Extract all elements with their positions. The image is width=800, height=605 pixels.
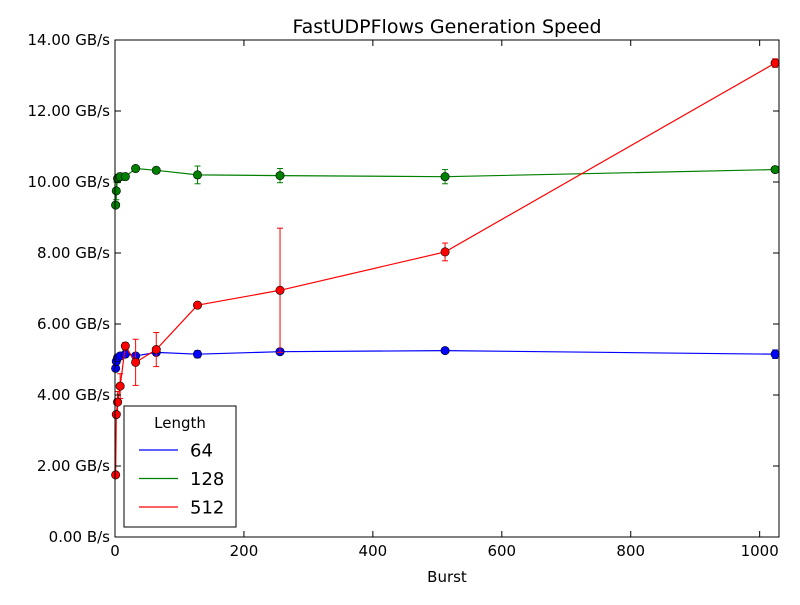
y-tick-label: 10.00 GB/s [28,173,111,191]
chart-title: FastUDPFlows Generation Speed [292,16,601,38]
x-tick-label: 0 [110,542,120,560]
legend-item-64: 64 [139,441,213,462]
y-tick-label: 14.00 GB/s [28,31,111,49]
data-point [131,357,141,367]
data-point [193,170,203,180]
legend-item-512: 512 [139,498,224,519]
data-point [111,200,121,210]
data-point [115,381,125,391]
data-point [193,349,203,359]
data-point [440,346,450,356]
x-tick-label: 400 [359,542,388,560]
legend-title: Length [154,414,206,432]
x-tick-label: 600 [487,542,516,560]
legend-item-128: 128 [139,469,224,490]
y-tick-label: 8.00 GB/s [37,244,110,262]
plot-frame [114,39,780,538]
data-point [131,164,141,174]
y-tick-label: 2.00 GB/s [37,457,110,475]
legend: Length 64 128 512 [123,405,237,528]
data-point [120,341,130,351]
data-point [275,285,285,295]
data-point [193,300,203,310]
y-tick-label: 6.00 GB/s [37,315,110,333]
y-tick-label: 4.00 GB/s [37,386,110,404]
legend-label: 512 [190,498,224,519]
series-128 [111,164,780,210]
data-point [440,247,450,257]
legend-label: 64 [190,441,213,462]
data-point [151,165,161,175]
data-point [111,410,121,420]
series-64 [111,346,780,373]
x-tick-label: 800 [616,542,645,560]
data-point [770,58,780,68]
data-point [440,172,450,182]
data-point [275,171,285,181]
data-point [770,165,780,175]
data-point [120,172,130,182]
x-tick-label: 1000 [741,542,779,560]
legend-label: 128 [190,469,224,490]
y-tick-label: 0.00 B/s [49,528,111,546]
data-point [770,349,780,359]
data-point [151,345,161,355]
data-point [111,470,121,480]
x-tick-label: 200 [230,542,259,560]
data-point [111,186,121,196]
x-axis-label: Burst [427,568,467,586]
y-tick-label: 12.00 GB/s [28,102,111,120]
